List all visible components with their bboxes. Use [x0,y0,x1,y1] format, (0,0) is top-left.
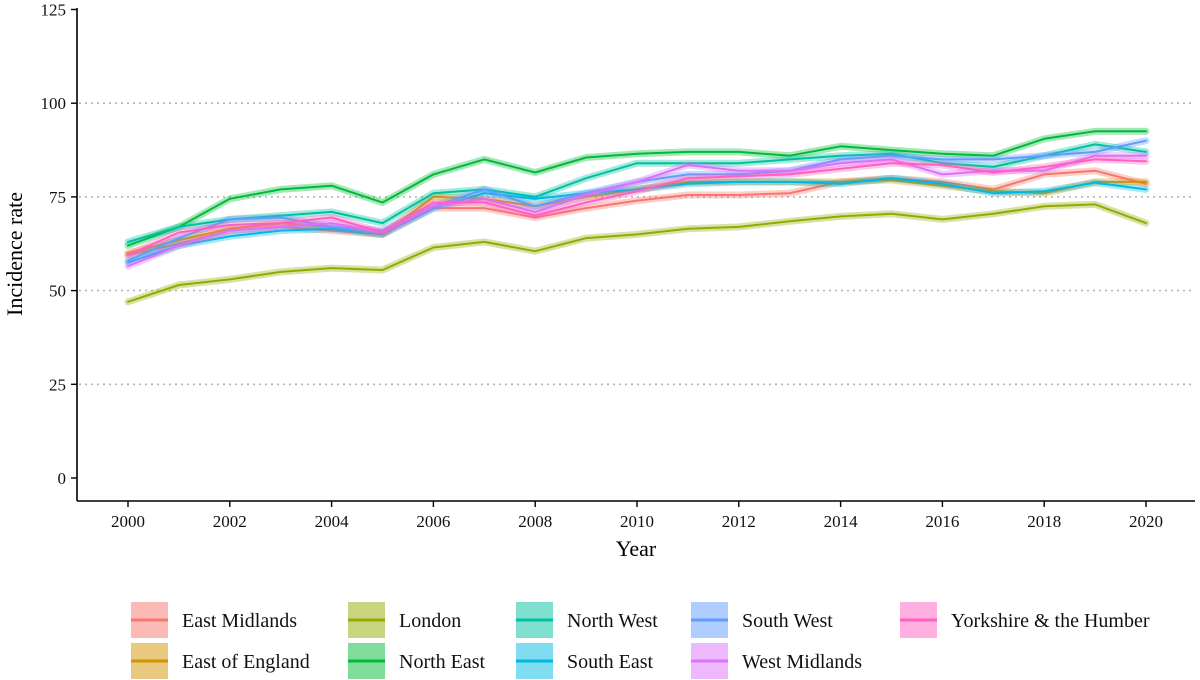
legend-label: North West [567,610,658,632]
x-ticks: 2000 2002 2004 2006 2008 2010 2012 2014 2016 2018… [111,501,1163,531]
legend-label: South East [567,651,654,673]
legend: East Midlands East of England London North … [131,602,1150,679]
x-tick-label: 2008 [518,512,552,531]
x-tick-label: 2002 [213,512,247,531]
y-tick-label: 100 [41,94,67,113]
axes [76,8,1195,502]
x-tick-label: 2012 [722,512,756,531]
series-line [127,143,1147,243]
y-tick-label: 125 [41,1,67,20]
series-line [127,158,1147,256]
y-tick-label: 75 [49,188,66,207]
legend-label: West Midlands [742,651,862,673]
x-tick-label: 2018 [1027,512,1061,531]
series-line [127,169,1147,256]
x-tick-label: 2004 [315,512,350,531]
legend-label: East of England [182,651,310,673]
y-tick-label: 25 [49,375,66,394]
series-band [124,155,1150,259]
legend-label: East Midlands [182,610,297,632]
y-axis-title: Incidence rate [2,192,27,316]
series-line [127,203,1147,303]
series-lines [124,127,1150,306]
series-line [127,177,1147,264]
series-line [127,154,1147,268]
legend-label: Yorkshire & the Humber [951,610,1150,632]
x-tick-label: 2010 [620,512,654,531]
gridlines [79,102,1195,386]
x-axis-title: Year [616,536,657,561]
x-tick-label: 2016 [925,512,959,531]
legend-label: North East [399,651,486,673]
y-ticks: 0 25 50 75 100 125 [41,1,77,488]
legend-label: South West [742,610,833,632]
legend-label: London [399,610,461,632]
y-tick-label: 50 [49,282,66,301]
y-tick-label: 0 [58,469,67,488]
x-tick-label: 2000 [111,512,145,531]
x-tick-label: 2014 [824,512,859,531]
x-tick-label: 2020 [1129,512,1163,531]
x-tick-label: 2006 [416,512,450,531]
series-line [127,130,1147,247]
